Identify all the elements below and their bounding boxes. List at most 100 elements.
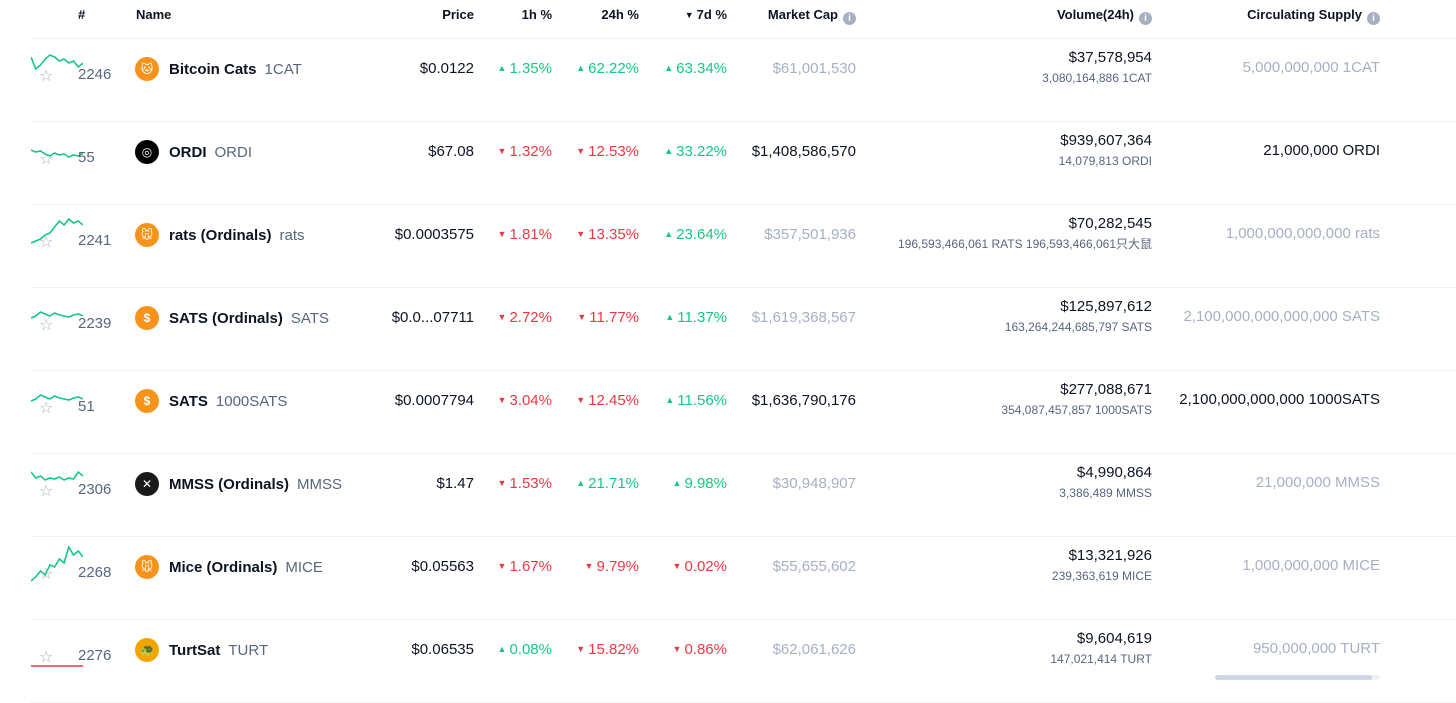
change-24h: ▼ 13.35% — [576, 226, 639, 243]
sparkline-chart[interactable] — [30, 122, 84, 170]
volume-cell: $13,321,926 239,363,619 MICE — [861, 547, 1152, 587]
volume-coin: 14,079,813 ORDI — [1058, 154, 1152, 168]
rank: 2239 — [78, 315, 112, 332]
info-icon[interactable]: i — [843, 12, 856, 25]
star-icon[interactable]: ☆ — [39, 483, 54, 500]
table-row[interactable]: ☆ 2239 $ SATS (Ordinals) SATS $0.0...07711 ▼ 2.… — [30, 288, 1456, 371]
volume-coin: 147,021,414 TURT — [1050, 652, 1152, 666]
coin-name: Mice (Ordinals) — [169, 558, 278, 576]
price: $0.0003575 — [394, 226, 474, 243]
sparkline-chart[interactable] — [30, 205, 84, 253]
caret-up-icon: ▲ — [665, 395, 675, 405]
volume-usd[interactable]: $125,897,612 — [1060, 298, 1152, 315]
table-row[interactable]: ☆ 2306 ✕ MMSS (Ordinals) MMSS $1.47 ▼ 1.53% ▲ 21.… — [30, 454, 1456, 537]
volume-cell: $277,088,671 354,087,457,857 1000SATS — [861, 381, 1152, 421]
header-supply[interactable]: Circulating Supply i — [1161, 7, 1380, 25]
star-icon[interactable]: ☆ — [39, 400, 54, 417]
sparkline-chart[interactable] — [30, 454, 84, 502]
change-7d: ▲ 11.56% — [665, 392, 727, 409]
coin-symbol: MICE — [285, 558, 323, 576]
change-1h: ▼ 3.04% — [497, 392, 552, 409]
table-row[interactable]: ☆ 2246 🐱 Bitcoin Cats 1CAT $0.0122 ▲ 1.35% ▲ 62.2… — [30, 39, 1456, 122]
table-row[interactable]: ☆ 2241 🐭 rats (Ordinals) rats $0.0003575 ▼ 1.81… — [30, 205, 1456, 288]
rank: 51 — [78, 398, 95, 415]
table-row[interactable]: ☆ 2276 🐢 TurtSat TURT $0.06535 ▲ 0.08% ▼ 15.82% ▼ 0… — [31, 620, 1456, 703]
sparkline-chart[interactable] — [30, 537, 84, 585]
header-rank[interactable]: # — [78, 7, 86, 22]
coin-link[interactable]: 🐢 TurtSat TURT — [135, 637, 268, 663]
volume-usd[interactable]: $70,282,545 — [1068, 215, 1152, 232]
star-icon[interactable]: ☆ — [39, 317, 54, 334]
volume-coin: 3,080,164,886 1CAT — [1042, 71, 1152, 85]
header-volume[interactable]: Volume(24h) i — [931, 7, 1152, 25]
header-name[interactable]: Name — [136, 7, 172, 22]
volume-usd[interactable]: $13,321,926 — [1068, 547, 1152, 564]
circulating-supply: 1,000,000,000,000 rats — [1225, 225, 1380, 242]
volume-usd[interactable]: $4,990,864 — [1076, 464, 1152, 481]
sparkline-line — [30, 54, 84, 71]
coin-link[interactable]: $ SATS (Ordinals) SATS — [135, 305, 329, 331]
table-row[interactable]: ☆ 55 ◎ ORDI ORDI $67.08 ▼ 1.32% ▼ 12.53% ▲ 33.22% $1… — [30, 122, 1456, 205]
star-icon[interactable]: ☆ — [39, 649, 54, 666]
coin-link[interactable]: ✕ MMSS (Ordinals) MMSS — [135, 471, 342, 497]
info-icon[interactable]: i — [1367, 12, 1380, 25]
coin-logo-icon: $ — [135, 306, 159, 330]
sparkline-line — [30, 149, 84, 158]
star-icon[interactable]: ☆ — [39, 566, 54, 583]
caret-up-icon: ▲ — [664, 229, 674, 239]
sparkline-chart[interactable] — [30, 371, 84, 419]
coin-name: MMSS (Ordinals) — [169, 475, 290, 493]
market-cap: $1,619,368,567 — [751, 309, 856, 326]
caret-down-icon: ▼ — [577, 312, 587, 322]
header-price[interactable]: Price — [442, 7, 474, 22]
table-body: ☆ 2246 🐱 Bitcoin Cats 1CAT $0.0122 ▲ 1.35% ▲ 62.2… — [0, 39, 1456, 703]
info-icon[interactable]: i — [1139, 12, 1152, 25]
caret-down-icon: ▼ — [497, 229, 507, 239]
volume-usd[interactable]: $37,578,954 — [1068, 49, 1152, 66]
volume-coin: 354,087,457,857 1000SATS — [1001, 403, 1152, 417]
volume-usd[interactable]: $277,088,671 — [1060, 381, 1152, 398]
star-icon[interactable]: ☆ — [39, 68, 54, 85]
change-7d: ▼ 0.02% — [672, 558, 727, 575]
market-cap: $1,408,586,570 — [751, 143, 856, 160]
change-1h: ▼ 1.32% — [497, 143, 552, 160]
table-row[interactable]: ☆ 51 $ SATS 1000SATS $0.0007794 ▼ 3.04% ▼ 12.45% ▲… — [30, 371, 1456, 454]
star-icon[interactable]: ☆ — [39, 234, 54, 251]
sparkline-line — [30, 470, 84, 481]
caret-down-icon: ▼ — [576, 146, 586, 156]
change-7d: ▼ 0.86% — [672, 641, 727, 658]
header-supply-label: Circulating Supply — [1247, 7, 1362, 22]
change-24h: ▼ 9.79% — [584, 558, 639, 575]
volume-usd[interactable]: $9,604,619 — [1076, 630, 1152, 647]
coin-link[interactable]: 🐭 rats (Ordinals) rats — [135, 222, 305, 248]
sparkline-chart[interactable] — [31, 620, 83, 668]
coin-logo-icon: ✕ — [135, 472, 159, 496]
sparkline-chart[interactable] — [30, 288, 84, 336]
coin-symbol: TURT — [228, 641, 269, 659]
header-1h[interactable]: 1h % — [521, 7, 552, 22]
volume-usd[interactable]: $939,607,364 — [1060, 132, 1152, 149]
circulating-supply: 950,000,000 TURT — [1252, 640, 1380, 657]
change-24h: ▼ 11.77% — [577, 309, 639, 326]
coin-link[interactable]: $ SATS 1000SATS — [135, 388, 287, 414]
star-icon[interactable]: ☆ — [39, 151, 54, 168]
volume-coin: 196,593,466,061 RATS 196,593,466,061只大鼠 — [898, 237, 1152, 251]
circulating-supply: 5,000,000,000 1CAT — [1242, 59, 1380, 76]
sparkline-chart[interactable] — [30, 39, 84, 87]
header-market-cap[interactable]: Market Cap i — [736, 7, 856, 25]
coin-link[interactable]: 🐭 Mice (Ordinals) MICE — [135, 554, 323, 580]
circulating-supply: 2,100,000,000,000,000 SATS — [1183, 308, 1380, 325]
header-7d[interactable]: ▼ 7d % — [643, 7, 727, 22]
coin-logo-icon: 🐢 — [135, 638, 159, 662]
caret-up-icon: ▲ — [576, 63, 586, 73]
coin-logo-icon: 🐱 — [135, 57, 159, 81]
coin-name: ORDI — [169, 143, 207, 161]
header-24h[interactable]: 24h % — [601, 7, 639, 22]
table-row[interactable]: ☆ 2268 🐭 Mice (Ordinals) MICE $0.05563 ▼ 1.67% ▼… — [30, 537, 1456, 620]
rank: 2268 — [78, 564, 112, 581]
coin-symbol: 1000SATS — [215, 392, 288, 410]
coin-link[interactable]: ◎ ORDI ORDI — [135, 139, 252, 165]
coin-link[interactable]: 🐱 Bitcoin Cats 1CAT — [135, 56, 302, 82]
change-1h: ▼ 2.72% — [497, 309, 552, 326]
coin-logo-icon: 🐭 — [135, 223, 159, 247]
